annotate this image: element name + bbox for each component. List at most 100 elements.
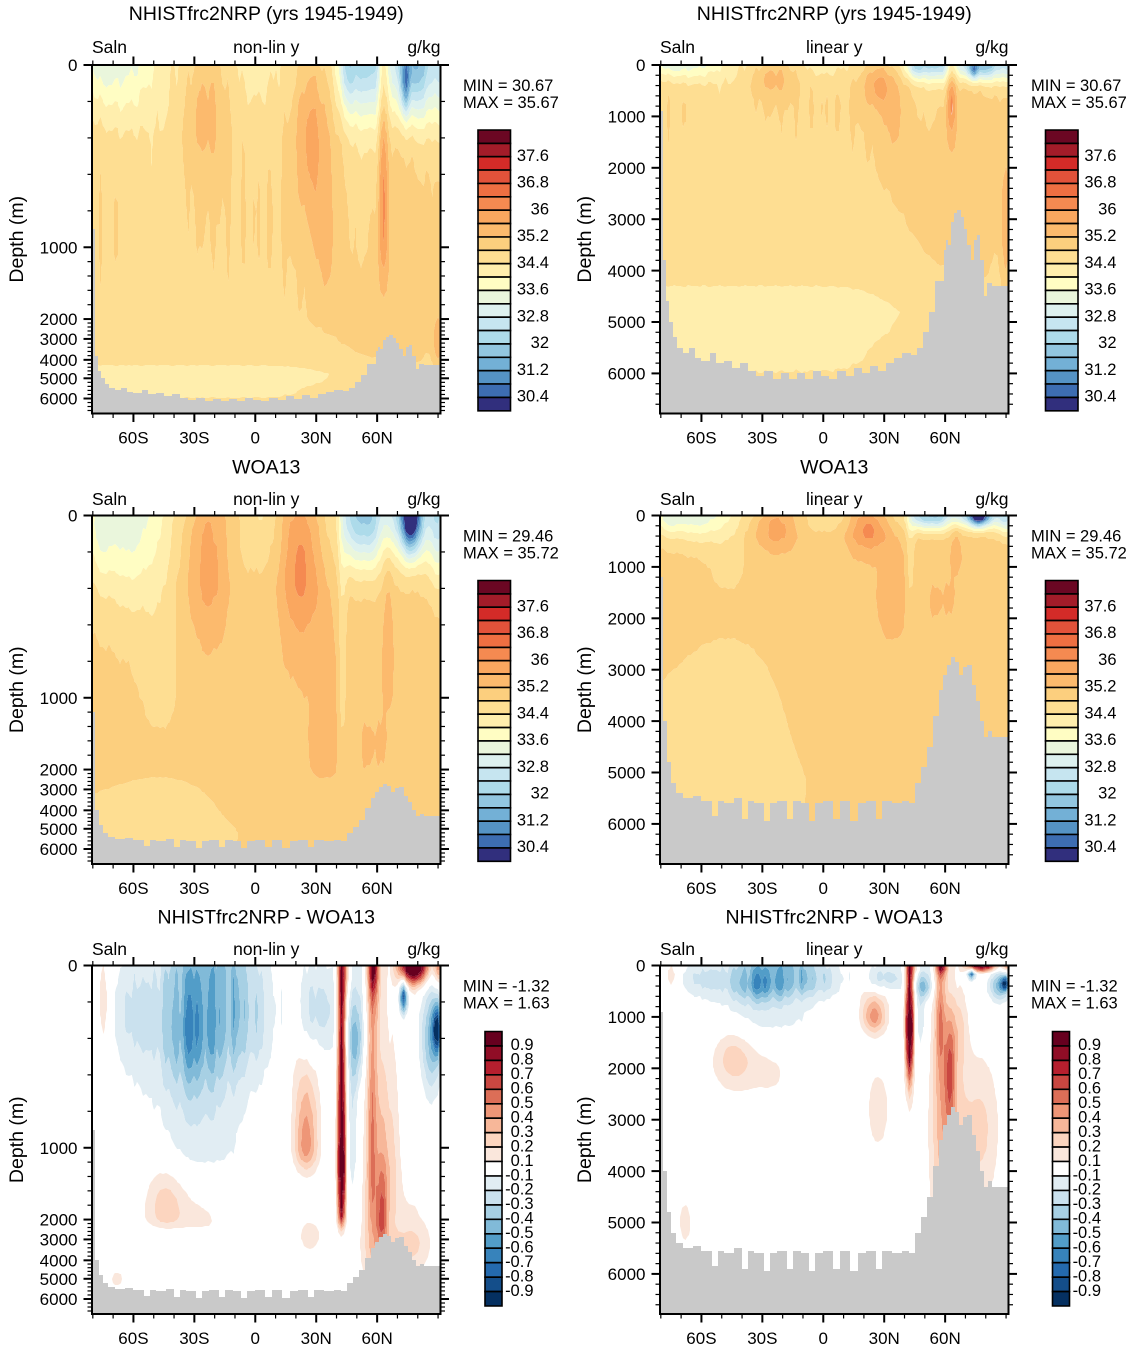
svg-text:60N: 60N (930, 879, 961, 898)
svg-text:2000: 2000 (40, 310, 78, 329)
svg-text:-0.1: -0.1 (505, 1166, 533, 1184)
svg-text:0: 0 (251, 428, 260, 447)
svg-text:2000: 2000 (40, 761, 78, 780)
svg-text:0.3: 0.3 (1078, 1123, 1101, 1141)
svg-text:30S: 30S (179, 1329, 209, 1348)
svg-text:37.6: 37.6 (1084, 598, 1116, 616)
svg-text:33.6: 33.6 (517, 731, 549, 749)
svg-text:31.2: 31.2 (517, 361, 549, 379)
svg-text:g/kg: g/kg (975, 939, 1008, 959)
svg-text:60S: 60S (686, 428, 716, 447)
svg-text:MIN = -1.32: MIN = -1.32 (463, 978, 550, 996)
svg-text:4000: 4000 (608, 262, 646, 281)
svg-text:6000: 6000 (40, 390, 78, 409)
svg-text:-0.5: -0.5 (1073, 1224, 1101, 1242)
svg-text:0.8: 0.8 (1078, 1051, 1101, 1069)
svg-text:-0.4: -0.4 (1073, 1210, 1101, 1228)
svg-text:30S: 30S (747, 1329, 777, 1348)
svg-text:5000: 5000 (40, 1270, 78, 1289)
svg-text:30N: 30N (869, 879, 900, 898)
svg-text:-0.6: -0.6 (1073, 1239, 1101, 1257)
svg-text:6000: 6000 (608, 365, 646, 384)
svg-text:0: 0 (68, 56, 77, 75)
svg-text:60S: 60S (118, 879, 148, 898)
svg-text:36.8: 36.8 (1084, 174, 1116, 192)
svg-text:37.6: 37.6 (517, 598, 549, 616)
svg-text:MAX = 1.63: MAX = 1.63 (1031, 995, 1118, 1013)
svg-text:Depth (m): Depth (m) (574, 646, 596, 733)
svg-text:Depth (m): Depth (m) (574, 196, 596, 283)
svg-text:34.4: 34.4 (1084, 254, 1116, 272)
svg-text:35.2: 35.2 (1084, 227, 1116, 245)
svg-text:1000: 1000 (40, 689, 78, 708)
svg-text:0: 0 (251, 879, 260, 898)
svg-text:Saln: Saln (660, 939, 695, 959)
svg-text:3000: 3000 (608, 661, 646, 680)
svg-text:33.6: 33.6 (1084, 731, 1116, 749)
svg-text:Saln: Saln (92, 489, 127, 509)
svg-text:60N: 60N (362, 879, 393, 898)
svg-text:NHISTfrc2NRP (yrs 1945-1949): NHISTfrc2NRP (yrs 1945-1949) (697, 3, 972, 25)
svg-text:non-lin y: non-lin y (233, 939, 299, 959)
svg-text:0.5: 0.5 (511, 1094, 534, 1112)
svg-text:32: 32 (531, 334, 549, 352)
svg-text:30.4: 30.4 (1084, 838, 1116, 856)
svg-text:4000: 4000 (40, 351, 78, 370)
svg-text:0.9: 0.9 (1078, 1036, 1101, 1054)
svg-text:0: 0 (68, 957, 77, 976)
svg-text:0.4: 0.4 (1078, 1108, 1101, 1126)
svg-text:MAX = 35.72: MAX = 35.72 (463, 545, 559, 563)
svg-text:0.1: 0.1 (1078, 1152, 1101, 1170)
svg-text:6000: 6000 (40, 1290, 78, 1309)
svg-text:30S: 30S (179, 879, 209, 898)
svg-text:3000: 3000 (40, 1231, 78, 1250)
svg-text:g/kg: g/kg (407, 37, 440, 57)
svg-text:0.4: 0.4 (511, 1108, 534, 1126)
svg-text:MIN = 29.46: MIN = 29.46 (1031, 528, 1121, 546)
svg-text:-0.7: -0.7 (505, 1253, 533, 1271)
svg-text:33.6: 33.6 (1084, 281, 1116, 299)
svg-text:36.8: 36.8 (517, 174, 549, 192)
svg-text:0: 0 (819, 428, 828, 447)
svg-text:-0.7: -0.7 (1073, 1253, 1101, 1271)
svg-text:-0.9: -0.9 (1073, 1282, 1101, 1300)
svg-text:6000: 6000 (40, 840, 78, 859)
svg-text:MIN = 30.67: MIN = 30.67 (463, 77, 553, 95)
svg-text:0.2: 0.2 (1078, 1137, 1101, 1155)
svg-text:60N: 60N (930, 1329, 961, 1348)
svg-text:34.4: 34.4 (517, 704, 549, 722)
svg-text:30N: 30N (869, 428, 900, 447)
svg-text:0.5: 0.5 (1078, 1094, 1101, 1112)
svg-text:35.2: 35.2 (1084, 678, 1116, 696)
svg-text:linear y: linear y (806, 939, 863, 959)
svg-text:30.4: 30.4 (1084, 388, 1116, 406)
svg-text:30S: 30S (747, 428, 777, 447)
svg-text:NHISTfrc2NRP - WOA13: NHISTfrc2NRP - WOA13 (726, 907, 943, 929)
svg-text:5000: 5000 (40, 820, 78, 839)
svg-text:non-lin y: non-lin y (233, 489, 299, 509)
svg-text:0: 0 (68, 507, 77, 526)
svg-text:2000: 2000 (608, 609, 646, 628)
svg-text:0.8: 0.8 (511, 1051, 534, 1069)
svg-text:35.2: 35.2 (517, 678, 549, 696)
svg-text:30N: 30N (301, 879, 332, 898)
svg-text:36: 36 (1098, 651, 1116, 669)
svg-text:MAX = 1.63: MAX = 1.63 (463, 995, 550, 1013)
svg-text:34.4: 34.4 (1084, 704, 1116, 722)
svg-text:Depth (m): Depth (m) (574, 1096, 596, 1183)
svg-text:0: 0 (636, 507, 645, 526)
svg-text:linear y: linear y (806, 37, 863, 57)
svg-text:34.4: 34.4 (517, 254, 549, 272)
svg-text:30S: 30S (179, 428, 209, 447)
svg-text:1000: 1000 (40, 1139, 78, 1158)
svg-text:33.6: 33.6 (517, 281, 549, 299)
svg-text:30N: 30N (301, 1329, 332, 1348)
svg-text:-0.3: -0.3 (1073, 1195, 1101, 1213)
svg-text:36: 36 (531, 651, 549, 669)
svg-text:0.6: 0.6 (1078, 1080, 1101, 1098)
svg-text:32.8: 32.8 (1084, 307, 1116, 325)
svg-text:35.2: 35.2 (517, 227, 549, 245)
svg-text:0.3: 0.3 (511, 1123, 534, 1141)
svg-text:60N: 60N (362, 1329, 393, 1348)
svg-text:32.8: 32.8 (1084, 758, 1116, 776)
